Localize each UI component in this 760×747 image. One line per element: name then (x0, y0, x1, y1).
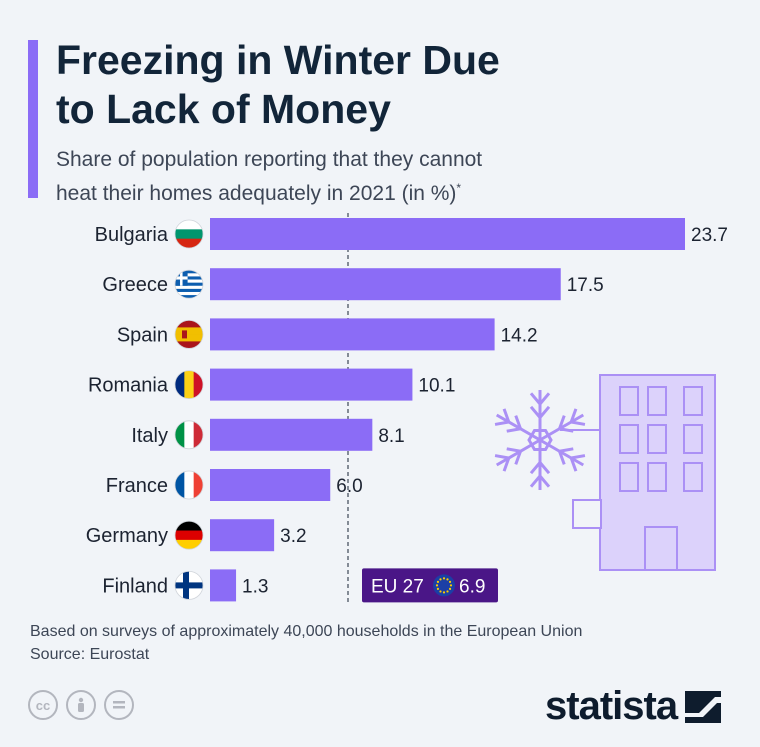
category-label: Finland (102, 575, 168, 597)
france-flag (174, 470, 204, 500)
building-icon (560, 374, 716, 571)
winter-building-illustration (494, 374, 716, 571)
bar (210, 469, 331, 501)
creative-commons-icon[interactable]: cc (28, 690, 58, 720)
bar-row-spain: Spain 14.2 (117, 318, 538, 351)
category-label: Bulgaria (95, 224, 169, 246)
category-label: Greece (102, 274, 168, 296)
bar-row-germany: Germany 3.2 (86, 519, 307, 552)
statista-logo-mark-icon (685, 690, 722, 723)
romania-flag (174, 370, 204, 400)
spain-flag (174, 319, 204, 349)
eu-flag-icon (433, 574, 455, 597)
subtitle-line-2: heat their homes adequately in 2021 (in … (56, 182, 457, 205)
value-label: 14.2 (501, 325, 538, 346)
italy-flag (174, 420, 204, 450)
bars-group: Bulgaria 23.7 Greece 17.5 Spain 14.2 Romania 10… (86, 218, 728, 602)
survey-note: Based on surveys of approximately 40,000… (30, 623, 583, 640)
bar-row-italy: Italy 8.1 (131, 418, 405, 451)
license-icons: cc (28, 690, 134, 720)
bar (210, 318, 495, 351)
value-label: 23.7 (691, 225, 728, 246)
category-label: Germany (86, 525, 168, 547)
bar-row-romania: Romania 10.1 (88, 368, 455, 401)
value-label: 8.1 (378, 426, 404, 447)
brand-name: statista (545, 684, 678, 728)
bar (210, 569, 237, 602)
title-line-2: to Lack of Money (56, 86, 391, 132)
bar-row-finland: Finland 1.3 (102, 569, 268, 602)
category-label: Romania (88, 375, 169, 397)
germany-flag (174, 520, 204, 550)
bar (210, 418, 373, 451)
chart-footnote: Based on surveys of approximately 40,000… (30, 620, 582, 666)
bulgaria-flag (174, 219, 204, 249)
value-label: 17.5 (567, 275, 604, 296)
eu-label: EU 27 (371, 576, 424, 597)
value-label: 1.3 (242, 576, 268, 597)
eu-badge-background (362, 568, 498, 603)
value-label: 10.1 (418, 376, 455, 397)
bar (210, 268, 561, 301)
bar-row-greece: Greece 17.5 (102, 268, 604, 301)
bar-row-bulgaria: Bulgaria 23.7 (95, 218, 728, 250)
snowflake-icon (494, 390, 586, 490)
chart-subtitle: Share of population reporting that they … (56, 146, 676, 208)
subtitle-footnote-mark: * (456, 181, 462, 195)
finland-flag (174, 570, 204, 600)
no-derivatives-icon[interactable] (104, 690, 134, 720)
title-line-1: Freezing in Winter Due (56, 37, 500, 83)
statista-logo[interactable]: statista (545, 684, 722, 729)
title-accent-bar (28, 40, 38, 198)
category-label: Italy (131, 425, 168, 447)
greece-flag (174, 269, 204, 299)
attribution-icon[interactable] (66, 690, 96, 720)
eu-value-label: 6.9 (459, 576, 485, 597)
bar (210, 519, 275, 552)
bar (210, 368, 413, 401)
category-label: Spain (117, 324, 168, 346)
eu-reference-badge: EU 27 6.9 (362, 568, 498, 603)
bar-row-france: France 6.0 (106, 469, 363, 501)
bar-chart: Bulgaria 23.7 Greece 17.5 Spain 14.2 Romania 10… (86, 213, 728, 603)
bar (210, 218, 685, 250)
source-note: Source: Eurostat (30, 646, 150, 663)
chart-title: Freezing in Winter Due to Lack of Money (56, 36, 696, 134)
category-label: France (106, 475, 168, 497)
value-label: 6.0 (336, 476, 362, 497)
subtitle-line-1: Share of population reporting that they … (56, 148, 483, 171)
value-label: 3.2 (280, 526, 306, 547)
